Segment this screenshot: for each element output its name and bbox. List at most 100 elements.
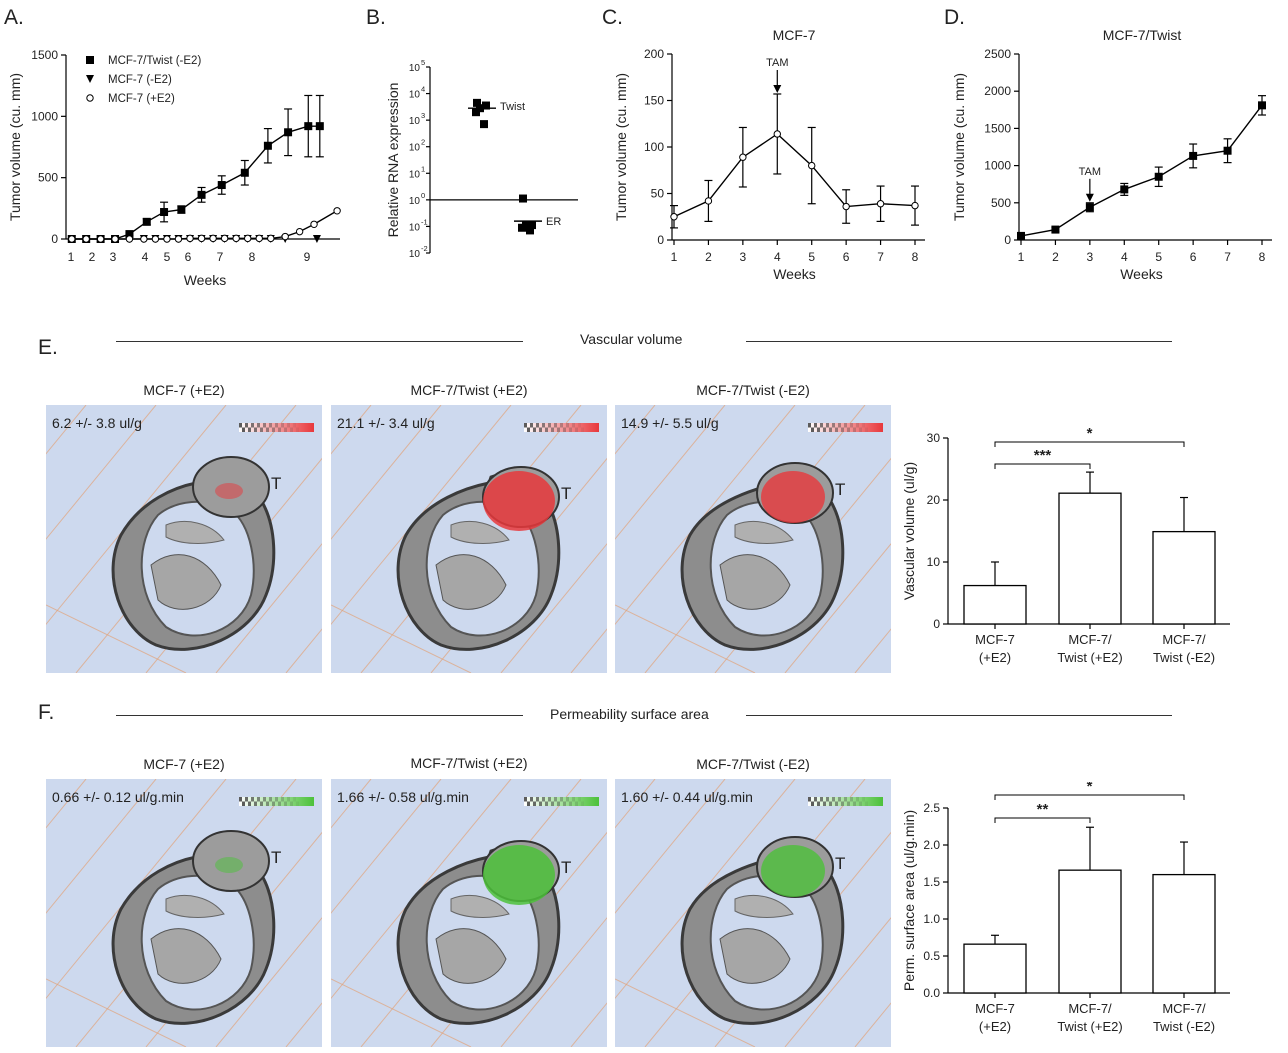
colorbar-check (560, 423, 563, 428)
x-tick-label: 5 (808, 250, 815, 264)
y-axis-label: Vascular volume (ul/g) (901, 462, 917, 600)
colorbar-check (287, 423, 290, 428)
grid-line (615, 604, 756, 673)
category-label: MCF-7 (975, 632, 1015, 647)
x-tick-label: 3 (110, 250, 117, 264)
y-tick-label: 0 (657, 233, 664, 247)
colorbar-check (865, 427, 868, 432)
y-tick-label: 0 (933, 617, 940, 631)
annotation-arrowhead (1085, 193, 1094, 202)
x-axis-label: Weeks (1120, 266, 1163, 282)
mri-image-f3: T 1.60 +/- 0.44 ul/g.min (615, 779, 891, 1047)
y-tick-label: 10 (409, 196, 421, 207)
colorbar-check (811, 427, 814, 432)
colorbar-check (808, 797, 811, 802)
image-f3-value: 1.60 +/- 0.44 ul/g.min (621, 789, 753, 805)
colorbar-check (539, 427, 542, 432)
inner-structure (165, 895, 225, 918)
category-label: (+E2) (979, 1019, 1011, 1034)
data-point (1189, 151, 1198, 160)
image-e1-title: MCF-7 (+E2) (143, 382, 225, 398)
y-tick-exponent: -1 (421, 217, 428, 226)
grid-line (46, 779, 87, 829)
colorbar-check (581, 801, 584, 806)
data-point (526, 226, 534, 235)
data-point (220, 234, 229, 243)
tumor-label: T (561, 484, 571, 503)
grid-line (46, 405, 227, 626)
signal-region (761, 845, 825, 897)
y-tick-label: 10 (409, 116, 421, 127)
colorbar-check (248, 801, 251, 806)
x-tick-label: 2 (89, 250, 96, 264)
colorbar-check (817, 427, 820, 432)
x-tick-label: 6 (843, 250, 850, 264)
mri-render: T (331, 779, 607, 1047)
bar (1058, 869, 1122, 994)
chart-f: 0.0 0.5 1.0 1.5 2.0 2.5 Perm. surface area (ul… (901, 782, 1230, 1034)
y-tick-label: 50 (651, 187, 665, 201)
colorbar-check (545, 427, 548, 432)
panel-label-a: A. (4, 6, 24, 29)
data-point (1051, 225, 1060, 234)
colorbar-check (272, 801, 275, 806)
colorbar-check (254, 427, 257, 432)
data-point (125, 235, 134, 243)
y-tick-label: 500 (38, 171, 58, 185)
grid-line (615, 779, 656, 829)
error-bar (991, 561, 999, 587)
significance-bracket (994, 441, 1185, 447)
colorbar-check (257, 423, 260, 428)
data-point (842, 202, 850, 211)
y-tick-exponent: 4 (421, 85, 425, 94)
y-tick-exponent: -2 (421, 244, 428, 253)
colorbar-check (245, 423, 248, 428)
colorbar-check (826, 797, 829, 802)
colorbar-check (578, 797, 581, 802)
colorbar-check (260, 801, 263, 806)
data-point (267, 234, 275, 243)
colorbar-check (820, 423, 823, 428)
y-tick-label: 100 (644, 140, 664, 154)
data-point (333, 207, 341, 215)
x-tick-label: 9 (304, 250, 311, 264)
category-label: Twist (-E2) (1153, 1019, 1215, 1034)
colorbar-check (844, 797, 847, 802)
data-point (174, 235, 183, 243)
signal-region (483, 471, 555, 531)
colorbar-check (560, 797, 563, 802)
colorbar-check (527, 801, 530, 806)
annotation-arrowhead (773, 84, 782, 93)
colorbar-check (260, 427, 263, 432)
mri-image-e3: T 14.9 +/- 5.5 ul/g (615, 405, 891, 673)
grid-line (615, 779, 726, 914)
x-tick-label: 2 (1052, 250, 1059, 264)
grid-line (285, 1002, 322, 1047)
mri-image-e1: T 6.2 +/- 3.8 ul/g (46, 405, 322, 673)
colorbar-check (563, 427, 566, 432)
colorbar-check (548, 797, 551, 802)
colorbar (808, 423, 883, 432)
colorbar-check (823, 427, 826, 432)
colorbar-check (575, 801, 578, 806)
colorbar-check (820, 797, 823, 802)
grid-line (46, 405, 157, 540)
colorbar (239, 423, 314, 432)
significance-label: ** (1037, 801, 1049, 818)
colorbar-check (257, 797, 260, 802)
colorbar-check (566, 423, 569, 428)
data-point (1258, 101, 1266, 110)
colorbar (808, 797, 883, 806)
bar (1058, 492, 1122, 625)
bar (963, 584, 1027, 625)
bar (1152, 873, 1216, 994)
data-point (151, 235, 160, 243)
grid-line (46, 405, 87, 455)
chart-d: 0 500 1000 1500 2000 2500 1 2 3 4 5 6 7 8 Weeks Tumor v… (951, 27, 1272, 282)
tumor-label: T (561, 858, 571, 877)
colorbar-check (530, 797, 533, 802)
grid-line (331, 779, 372, 829)
colorbar-check (572, 423, 575, 428)
y-tick-label: 200 (644, 47, 664, 61)
